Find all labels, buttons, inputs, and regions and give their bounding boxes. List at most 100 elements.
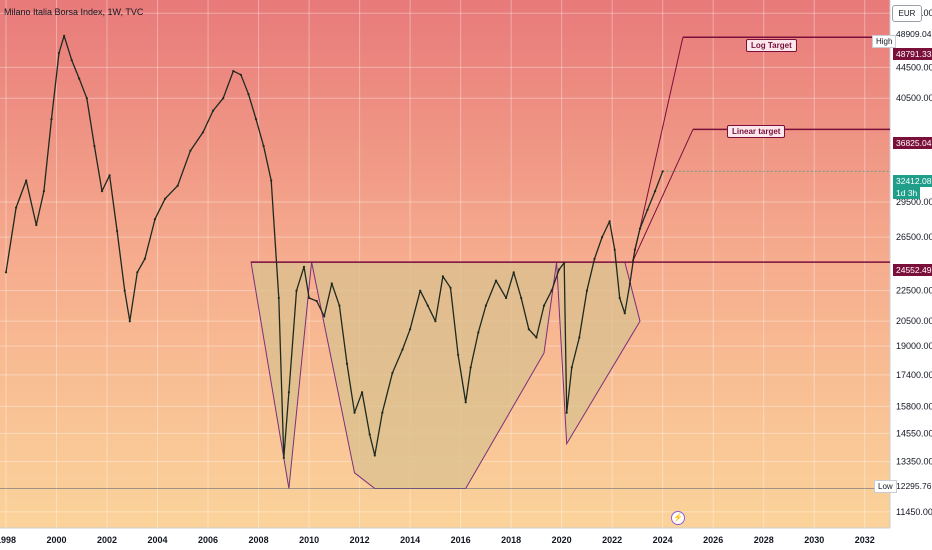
series-point [505, 296, 508, 300]
price-tick-label: 22500.00 [896, 286, 932, 296]
series-point [520, 296, 523, 300]
series-point [565, 411, 568, 414]
series-point [35, 223, 38, 227]
price-tick-label: 44500.00 [896, 62, 932, 72]
series-point [295, 289, 298, 292]
time-tick-label: 2004 [148, 535, 168, 545]
series-point [282, 456, 285, 459]
series-point [613, 248, 616, 251]
series-point [116, 229, 119, 233]
price-tick-label: 19000.00 [896, 341, 932, 351]
series-point [232, 70, 235, 73]
series-point [93, 144, 96, 148]
series-point [123, 289, 126, 292]
target-lines [0, 36, 890, 489]
price-axis[interactable]: 52500.0044500.0040500.0029500.0026500.00… [896, 8, 932, 517]
series-point [608, 220, 611, 223]
high-label: High [872, 35, 897, 48]
series-point [262, 144, 265, 148]
series-point [201, 131, 205, 134]
series-point [585, 289, 589, 292]
series-point [628, 282, 632, 285]
series-point [654, 190, 657, 193]
series-point [212, 109, 215, 112]
series-point [287, 391, 290, 394]
series-point [457, 353, 460, 356]
series-point [361, 391, 364, 394]
series-point [618, 296, 621, 300]
series-point [368, 433, 371, 436]
bar-countdown-tag: 1d 3h [893, 187, 921, 199]
time-tick-label: 2022 [602, 535, 622, 545]
linear-target-projection [631, 129, 694, 263]
series-point [323, 315, 326, 318]
time-tick-label: 2012 [350, 535, 370, 545]
time-tick-label: 2032 [855, 535, 875, 545]
price-tick-label: 20500.00 [896, 316, 932, 326]
series-point [100, 190, 104, 193]
price-tick-label: 15800.00 [896, 401, 932, 411]
price-tick-label: 17400.00 [896, 370, 932, 380]
series-point [661, 170, 664, 173]
series-point [222, 97, 225, 100]
linear-target-annotation[interactable]: Linear target [727, 125, 786, 138]
time-tick-label: 2030 [804, 535, 824, 545]
series-point [558, 268, 561, 271]
log-target-annotation[interactable]: Log Target [746, 39, 797, 52]
series-point [85, 97, 88, 100]
time-tick-label: 2024 [653, 535, 673, 545]
price-tick-label: 26500.00 [896, 232, 932, 242]
series-point [302, 265, 306, 268]
time-tick-label: 1998 [0, 535, 16, 545]
series-point [15, 206, 18, 209]
series-point [338, 304, 341, 307]
series-point [512, 271, 515, 274]
time-tick-label: 2014 [400, 535, 420, 545]
lightning-icon[interactable]: ⚡ [671, 511, 685, 525]
series-point [449, 286, 452, 289]
series-point [401, 348, 404, 351]
price-tick-label: 14550.00 [896, 428, 932, 438]
series-point [527, 328, 530, 331]
series-point [78, 77, 81, 80]
series-point [593, 257, 596, 260]
series-point [153, 218, 157, 221]
price-tick-label: 29500.00 [896, 197, 932, 207]
series-point [189, 149, 192, 152]
low-price-tag: 12295.76 [893, 480, 932, 492]
series-point [239, 73, 242, 76]
neckline-price-tag: 24552.49 [893, 264, 932, 276]
series-point [419, 289, 422, 292]
high-price-tag: 48909.04 [893, 28, 932, 40]
series-point [353, 411, 356, 414]
series-point [108, 174, 111, 177]
series-point [330, 282, 333, 285]
log-target-price-tag: 48791.33 [893, 48, 932, 60]
series-point [254, 118, 258, 121]
low-label: Low [874, 480, 897, 493]
series-point [441, 275, 444, 278]
time-tick-label: 2026 [703, 535, 723, 545]
series-point [25, 179, 28, 182]
series-point [409, 328, 412, 331]
time-tick-label: 2008 [249, 535, 269, 545]
price-series [4, 34, 664, 459]
series-point [434, 320, 437, 323]
series-point [469, 366, 472, 369]
series-point [633, 248, 637, 251]
grid-lines [0, 0, 890, 528]
series-point [176, 184, 179, 187]
series-point [391, 371, 394, 375]
series-point [494, 279, 498, 282]
series-point [315, 299, 318, 303]
series-point [164, 197, 167, 200]
time-tick-label: 2018 [501, 535, 521, 545]
time-axis[interactable]: 1998 2000 2002 2004 2006 2008 2010 2012 2014 2016… [0, 535, 875, 545]
series-point [381, 411, 384, 414]
currency-selector[interactable]: EUR [892, 5, 922, 22]
series-point [550, 289, 553, 292]
series-point [70, 59, 73, 62]
series-point [373, 454, 376, 457]
series-point [570, 366, 573, 369]
